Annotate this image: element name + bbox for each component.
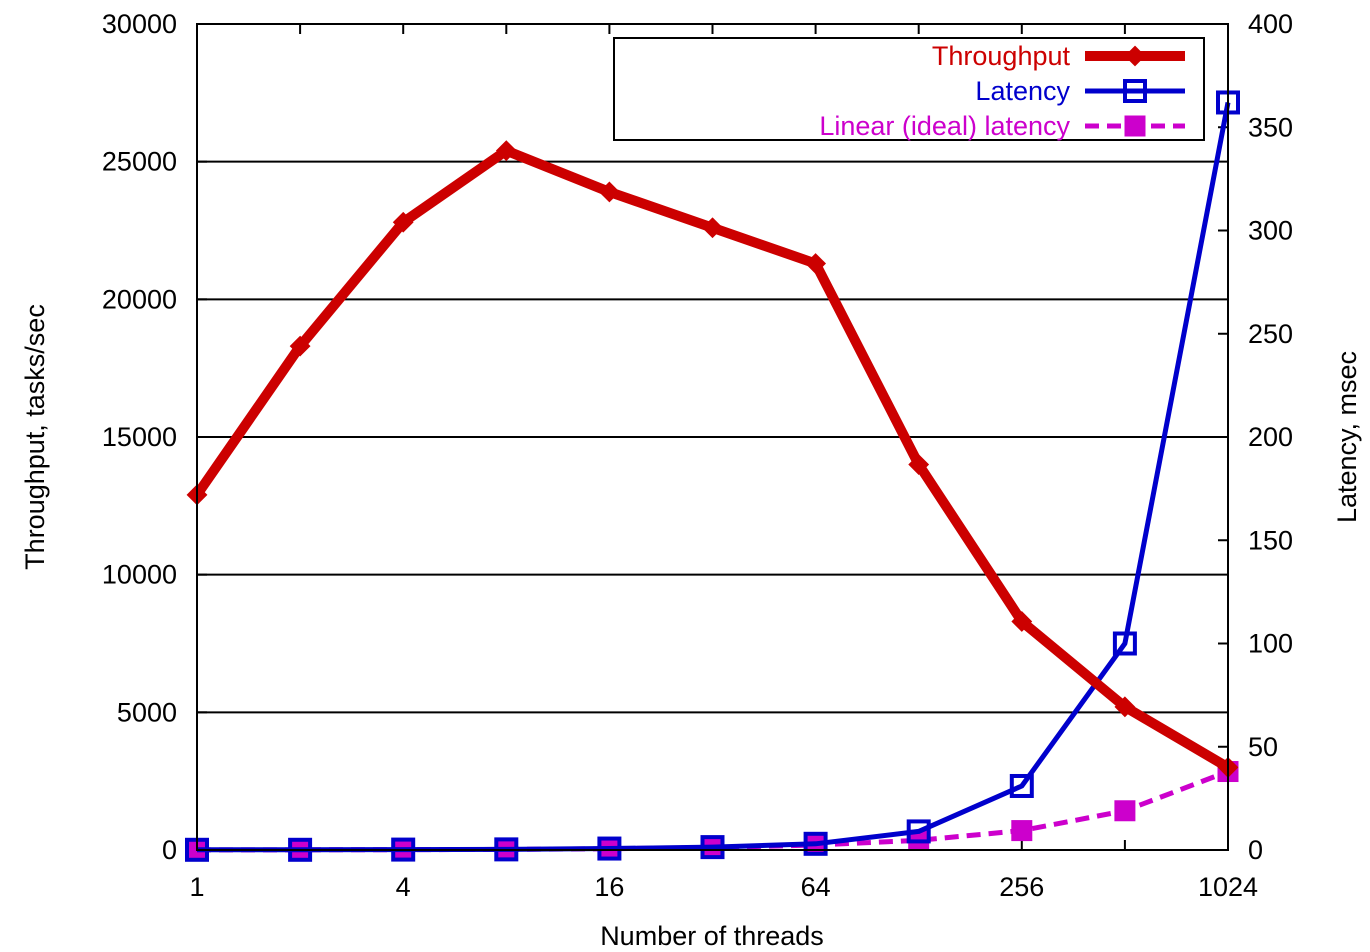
legend-marker — [1123, 79, 1147, 103]
y2-tick-label: 200 — [1248, 422, 1293, 452]
y2-tick-label: 350 — [1248, 112, 1293, 142]
y-tick-label: 20000 — [102, 284, 177, 314]
y-tick-label: 5000 — [117, 697, 177, 727]
x-tick-label: 64 — [801, 872, 831, 902]
y2-tick-label: 250 — [1248, 319, 1293, 349]
data-point — [803, 831, 828, 856]
legend-label: Latency — [975, 76, 1070, 106]
data-point — [805, 253, 827, 274]
y-tick-label: 25000 — [102, 147, 177, 177]
y2-tick-label: 300 — [1248, 216, 1293, 246]
y2-tick-label: 50 — [1248, 732, 1278, 762]
series-layer — [185, 90, 1240, 862]
x-tick-label: 1 — [189, 872, 204, 902]
y-tick-label: 15000 — [102, 422, 177, 452]
data-point — [1009, 773, 1034, 798]
series-1 — [185, 90, 1240, 862]
grid-layer — [197, 160, 1228, 714]
x-tick-label: 4 — [396, 872, 411, 902]
series-line — [192, 145, 1231, 772]
data-point — [597, 836, 622, 861]
legend-marker — [1124, 115, 1146, 137]
data-point — [598, 181, 620, 203]
data-point — [392, 211, 414, 233]
data-point — [908, 454, 930, 475]
data-point — [1114, 696, 1136, 718]
x-tick-label: 16 — [594, 872, 624, 902]
y2-tick-label: 400 — [1248, 9, 1293, 39]
data-point — [495, 140, 517, 162]
data-point — [700, 835, 725, 860]
x-tick-label: 1024 — [1198, 872, 1258, 902]
y2-tick-label: 100 — [1248, 629, 1293, 659]
y-tick-label: 0 — [162, 835, 177, 865]
series-0 — [186, 140, 1239, 778]
y2-tick-label: 150 — [1248, 525, 1293, 555]
legend-marker — [1124, 45, 1146, 67]
y2-axis-title: Latency, msec — [1332, 351, 1362, 523]
data-point — [289, 335, 311, 357]
tick-layer: 0 5000 10000 15000 20000 25000 30000 0 50 100 150 2… — [102, 9, 1293, 902]
legend-label: Throughput — [932, 41, 1071, 71]
data-point — [906, 819, 931, 844]
y-tick-label: 10000 — [102, 560, 177, 590]
y-tick-label: 30000 — [102, 9, 177, 39]
legend: Throughput Latency Linear (ideal) latency — [613, 37, 1205, 141]
data-point — [1011, 611, 1033, 632]
y2-tick-label: 0 — [1248, 835, 1263, 865]
data-point — [1112, 631, 1137, 656]
legend-label: Linear (ideal) latency — [819, 111, 1070, 141]
plot-frame — [196, 23, 1229, 851]
series-line — [197, 102, 1231, 853]
data-point — [1114, 800, 1136, 822]
x-axis-title: Number of threads — [600, 921, 824, 951]
data-point — [702, 217, 723, 239]
y-axis-title: Throughput, tasks/sec — [20, 304, 50, 570]
x-tick-label: 256 — [999, 872, 1044, 902]
data-point — [1011, 820, 1033, 842]
